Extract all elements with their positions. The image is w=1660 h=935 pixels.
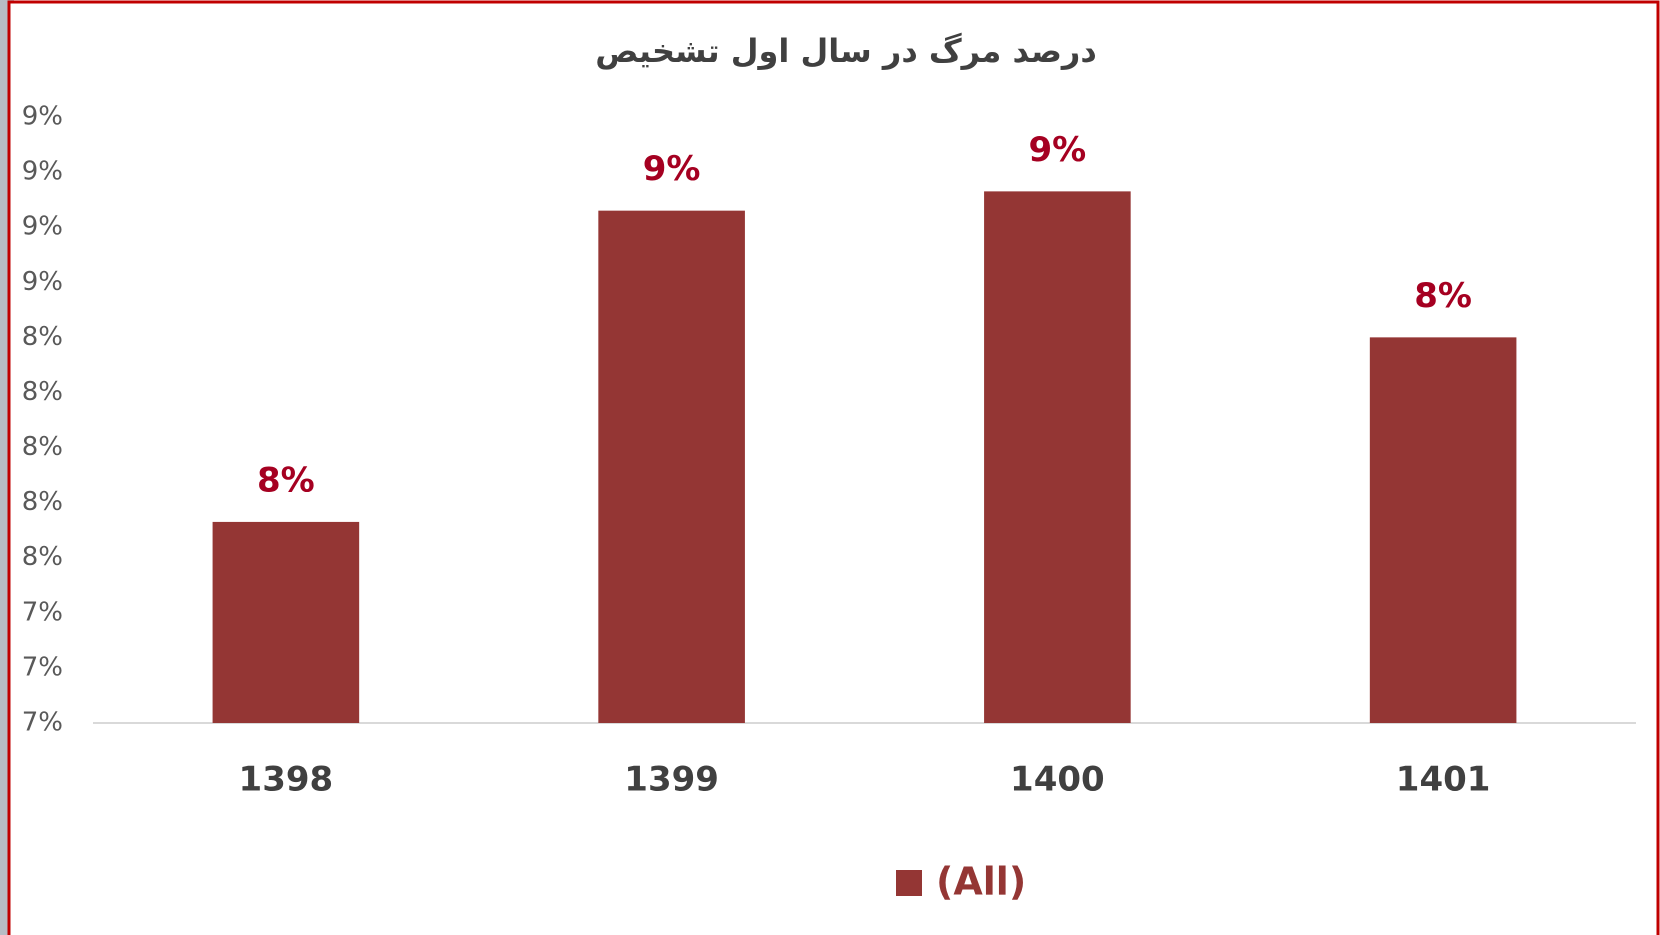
- data-label: 9%: [643, 149, 701, 189]
- bar: [984, 191, 1131, 723]
- y-tick-label: 9%: [22, 157, 63, 187]
- data-label: 8%: [257, 460, 315, 500]
- y-tick-label: 9%: [22, 102, 63, 132]
- data-label: 9%: [1029, 130, 1087, 170]
- legend-swatch: [896, 870, 922, 896]
- y-tick-label: 8%: [22, 542, 63, 572]
- data-label: 8%: [1414, 276, 1472, 316]
- x-tick-label: 1398: [239, 760, 334, 800]
- y-tick-label: 7%: [22, 652, 63, 682]
- x-tick-label: 1401: [1396, 760, 1491, 800]
- y-tick-label: 9%: [22, 267, 63, 297]
- y-tick-label: 8%: [22, 322, 63, 352]
- bar: [598, 210, 745, 723]
- x-tick-label: 1400: [1010, 760, 1105, 800]
- y-tick-label: 8%: [22, 377, 63, 407]
- y-tick-label: 8%: [22, 487, 63, 517]
- y-tick-label: 9%: [22, 212, 63, 242]
- bar: [212, 521, 360, 723]
- bar: [1369, 337, 1517, 723]
- x-tick-label: 1399: [624, 760, 719, 800]
- y-tick-label: 7%: [22, 708, 63, 738]
- legend-label: (All): [936, 860, 1026, 904]
- y-tick-label: 7%: [22, 597, 63, 627]
- y-tick-label: 8%: [22, 432, 63, 462]
- chart-title: درصد مرگ در سال اول تشخیص: [595, 32, 1097, 70]
